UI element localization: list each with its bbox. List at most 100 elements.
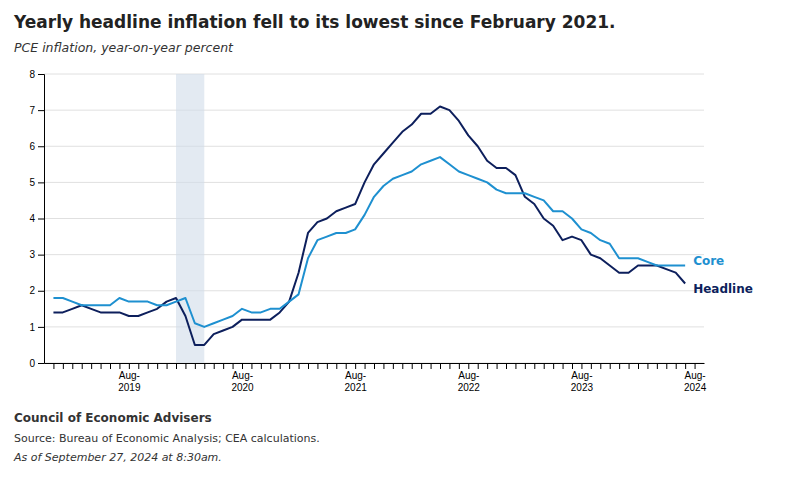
y-tick-label: 3	[29, 249, 35, 260]
x-tick-mark	[251, 363, 252, 369]
x-tick	[563, 363, 564, 369]
x-tick	[497, 363, 498, 369]
x-tick	[157, 363, 158, 369]
y-tick-label: 0	[29, 358, 35, 369]
x-tick-mark	[638, 363, 639, 369]
x-tick-mark	[553, 363, 554, 369]
x-tick-mark	[110, 363, 111, 369]
x-tick	[515, 363, 516, 369]
x-tick-mark	[468, 363, 469, 369]
x-tick: Aug-2019	[118, 363, 141, 393]
series-label: Headline	[693, 282, 753, 296]
x-tick	[110, 363, 111, 369]
x-tick-mark	[581, 363, 582, 369]
x-tick-mark	[119, 363, 120, 369]
x-tick-mark	[72, 363, 73, 369]
x-tick-mark	[497, 363, 498, 369]
x-tick	[478, 363, 479, 369]
x-tick-mark	[374, 363, 375, 369]
x-tick	[299, 363, 300, 369]
marks	[53, 74, 685, 363]
x-tick: Aug-2024	[684, 363, 707, 393]
x-tick-mark	[506, 363, 507, 369]
y-tick-mark	[38, 255, 44, 256]
x-tick	[167, 363, 168, 369]
x-tick-mark	[676, 363, 677, 369]
x-tick	[619, 363, 620, 369]
x-tick-mark	[317, 363, 318, 369]
y-tick-mark	[38, 327, 44, 328]
y-tick-mark	[38, 146, 44, 147]
x-tick-label: Aug-2019	[118, 370, 141, 393]
x-tick-mark	[525, 363, 526, 369]
x-tick	[610, 363, 611, 369]
x-tick: Aug-2020	[231, 363, 254, 393]
x-tick-mark	[270, 363, 271, 369]
x-tick	[223, 363, 224, 369]
grid-line	[44, 290, 704, 291]
y-tick-label: 4	[29, 213, 35, 224]
y-tick: 3	[29, 249, 44, 260]
y-tick-label: 8	[29, 69, 35, 80]
x-tick-mark	[280, 363, 281, 369]
grid-line	[44, 74, 704, 75]
x-tick-label: Aug-2023	[571, 370, 594, 393]
x-tick	[251, 363, 252, 369]
y-tick-mark	[38, 110, 44, 111]
x-tick	[506, 363, 507, 369]
subtitle: PCE inflation, year-on-year percent	[14, 40, 234, 55]
x-tick	[393, 363, 394, 369]
x-tick-mark	[544, 363, 545, 369]
chart: Yearly headline inflation fell to its lo…	[0, 0, 788, 483]
x-tick	[280, 363, 281, 369]
x-tick: Aug-2022	[458, 363, 481, 393]
x-tick	[289, 363, 290, 369]
footer-note: Council of Economic Advisers	[14, 411, 212, 425]
grid-line	[44, 146, 704, 147]
line	[53, 107, 685, 345]
x-tick-mark	[431, 363, 432, 369]
x-tick	[440, 363, 441, 369]
y-tick-label: 2	[29, 285, 35, 296]
x-tick	[101, 363, 102, 369]
x-tick	[383, 363, 384, 369]
shaded-period	[176, 74, 204, 363]
x-tick	[572, 363, 573, 369]
x-tick	[657, 363, 658, 369]
x-tick-mark	[138, 363, 139, 369]
x-tick-mark	[563, 363, 564, 369]
x-tick-mark	[534, 363, 535, 369]
title: Yearly headline inflation fell to its lo…	[13, 12, 616, 32]
y-tick: 5	[29, 177, 44, 188]
x-tick-mark	[666, 363, 667, 369]
x-tick	[327, 363, 328, 369]
x-tick-mark	[195, 363, 196, 369]
x-tick	[138, 363, 139, 369]
x-tick	[629, 363, 630, 369]
x-tick	[647, 363, 648, 369]
y-tick: 6	[29, 141, 44, 152]
y-tick: 4	[29, 213, 44, 224]
x-tick	[449, 363, 450, 369]
x-tick-mark	[459, 363, 460, 369]
grid-line	[44, 110, 704, 111]
x-tick-mark	[685, 363, 686, 369]
y-axis: 012345678	[29, 69, 44, 369]
x-tick-mark	[487, 363, 488, 369]
grid-line	[44, 254, 704, 255]
x-tick-mark	[383, 363, 384, 369]
x-tick	[600, 363, 601, 369]
x-tick-mark	[440, 363, 441, 369]
x-tick-label: Aug-2020	[231, 370, 254, 393]
x-tick	[233, 363, 234, 369]
x-tick	[308, 363, 309, 369]
x-tick-mark	[393, 363, 394, 369]
y-tick: 0	[29, 358, 44, 369]
y-tick-mark	[38, 219, 44, 220]
y-tick-label: 7	[29, 105, 35, 116]
x-tick-mark	[478, 363, 479, 369]
x-tick	[119, 363, 120, 369]
x-tick	[346, 363, 347, 369]
y-tick-label: 5	[29, 177, 35, 188]
y-tick-mark	[38, 363, 44, 364]
